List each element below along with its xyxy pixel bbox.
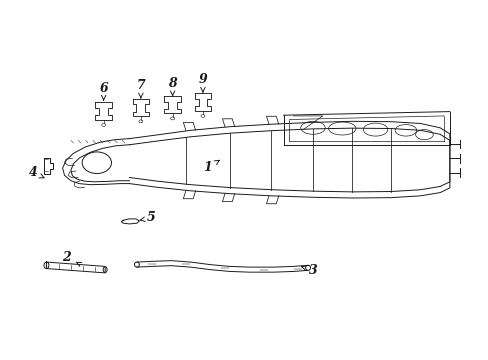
Text: 1: 1 [203,161,212,174]
Text: 9: 9 [198,73,207,86]
Text: 2: 2 [61,251,70,264]
Text: 5: 5 [147,211,156,224]
Text: 7: 7 [136,79,145,92]
Text: 3: 3 [308,264,317,276]
Text: 8: 8 [168,77,177,90]
Text: 6: 6 [99,82,108,95]
Text: 4: 4 [29,166,38,179]
